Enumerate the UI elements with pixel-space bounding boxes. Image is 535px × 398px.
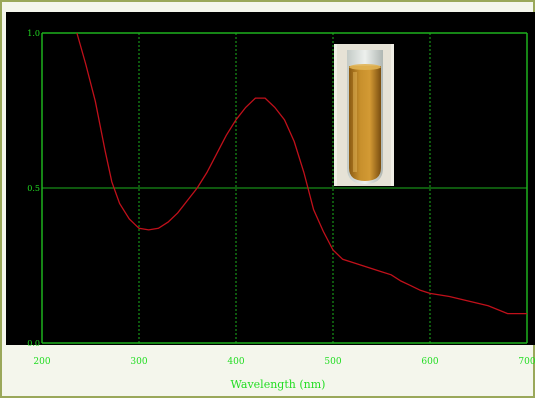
test-tube-photo xyxy=(334,44,394,186)
y-tick-label: 1.0 xyxy=(27,29,40,38)
tick-labels: 200 300 400 500 600 700 0.0 0.5 1.0 xyxy=(27,29,535,367)
x-tick-label: 400 xyxy=(227,357,244,367)
absorbance-line xyxy=(76,32,527,315)
x-tick-label: 300 xyxy=(130,357,147,367)
x-tick-label: 500 xyxy=(324,357,341,367)
x-axis-label: Wavelength (nm) xyxy=(231,378,326,391)
y-tick-label: 0.0 xyxy=(27,339,40,348)
x-tick-label: 200 xyxy=(33,357,50,367)
x-tick-label: 700 xyxy=(518,357,535,367)
plot-background xyxy=(6,12,535,345)
grid-lines xyxy=(41,32,528,344)
x-tick-label: 600 xyxy=(421,357,438,367)
y-tick-label: 0.5 xyxy=(27,184,40,193)
